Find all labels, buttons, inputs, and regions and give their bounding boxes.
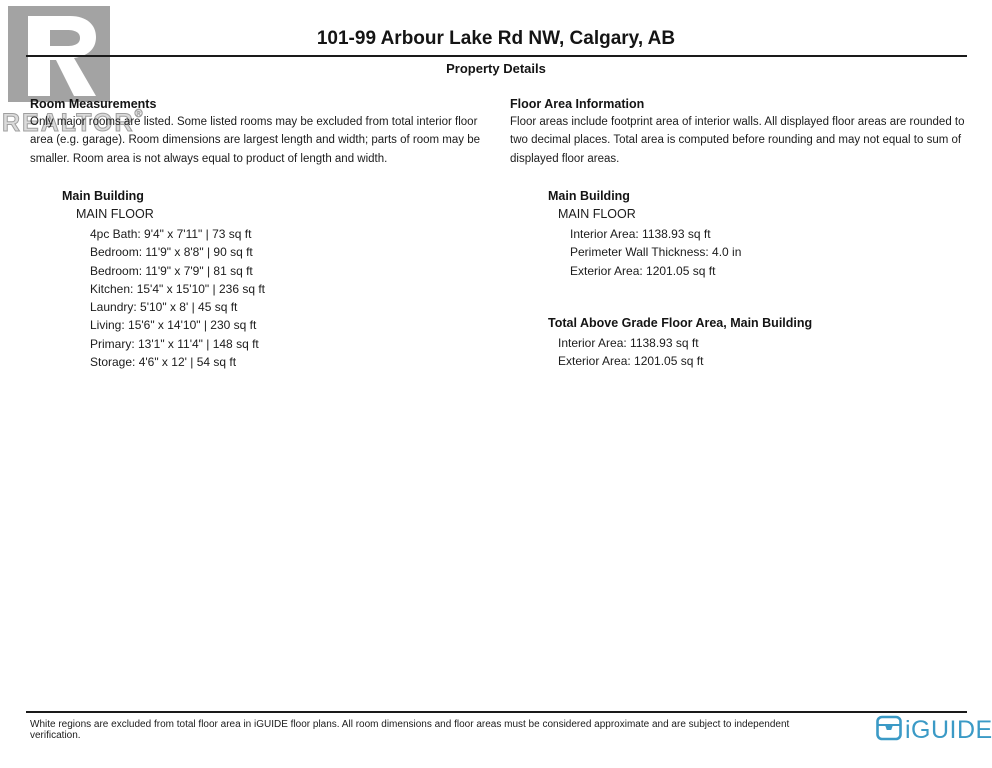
footer-disclaimer: White regions are excluded from total fl…: [30, 719, 790, 741]
room-list-item: 4pc Bath: 9'4" x 7'11" | 73 sq ft: [90, 227, 252, 241]
iguide-logo: iGUIDE: [876, 715, 992, 746]
floor-area-detail-item: Exterior Area: 1201.05 sq ft: [570, 263, 716, 278]
page-subtitle: Property Details: [446, 61, 546, 76]
iguide-brand-label: iGUIDE: [905, 716, 992, 744]
total-area-detail-list: Interior Area: 1138.93 sq ft Exterior Ar…: [558, 334, 703, 371]
floor-area-detail-item: Interior Area: 1138.93 sq ft: [570, 227, 711, 241]
floor-area-detail-item: Perimeter Wall Thickness: 4.0 in: [570, 245, 742, 260]
registered-trademark-symbol: ®: [134, 108, 143, 121]
room-list-item: Living: 15'6" x 14'10" | 230 sq ft: [90, 318, 257, 333]
total-area-heading: Total Above Grade Floor Area, Main Build…: [548, 316, 813, 330]
area-floor-heading: MAIN FLOOR: [558, 207, 636, 221]
room-list-item: Kitchen: 15'4" x 15'10" | 236 sq ft: [90, 281, 265, 296]
floor-area-heading: Floor Area Information: [510, 97, 645, 111]
room-list: 4pc Bath: 9'4" x 7'11" | 73 sq ft Bedroo…: [90, 225, 265, 371]
total-area-detail-item: Exterior Area: 1201.05 sq ft: [558, 354, 704, 369]
page-title: 101-99 Arbour Lake Rd NW, Calgary, AB: [316, 28, 676, 49]
footer-divider: [26, 711, 967, 713]
iguide-camera-icon: [876, 715, 902, 746]
room-list-item: Primary: 13'1" x 11'4" | 148 sq ft: [90, 336, 259, 351]
area-building-heading: Main Building: [548, 189, 630, 203]
floor-area-detail-list: Interior Area: 1138.93 sq ft Perimeter W…: [570, 225, 741, 280]
room-list-item: Bedroom: 11'9" x 8'8" | 90 sq ft: [90, 245, 253, 260]
realtor-watermark-text: REALTOR®: [2, 108, 143, 138]
floor-area-description: Floor areas include footprint area of in…: [510, 116, 965, 165]
title-divider: [26, 55, 967, 57]
total-area-detail-item: Interior Area: 1138.93 sq ft: [558, 336, 699, 350]
rooms-floor-heading: MAIN FLOOR: [76, 207, 154, 221]
room-measurements-description: Only major rooms are listed. Some listed…: [30, 116, 481, 165]
room-list-item: Bedroom: 11'9" x 7'9" | 81 sq ft: [90, 263, 253, 278]
room-list-item: Storage: 4'6" x 12' | 54 sq ft: [90, 355, 237, 370]
realtor-brand-label: REALTOR: [2, 109, 135, 138]
room-list-item: Laundry: 5'10" x 8' | 45 sq ft: [90, 300, 238, 315]
room-measurements-heading: Room Measurements: [30, 97, 157, 111]
rooms-building-heading: Main Building: [62, 189, 144, 203]
